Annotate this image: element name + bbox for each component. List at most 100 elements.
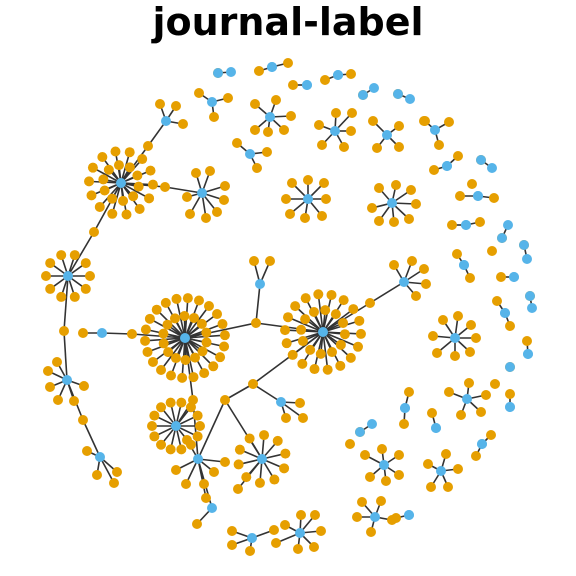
leaf-node — [112, 467, 122, 477]
leaf-node — [212, 309, 223, 320]
hub-node — [379, 460, 389, 470]
leaf-node — [280, 520, 290, 530]
graph-edge — [197, 399, 226, 460]
node-layer — [41, 58, 537, 556]
leaf-node — [201, 327, 212, 338]
leaf-node — [254, 477, 265, 488]
leaf-node — [285, 209, 295, 219]
leaf-node — [259, 430, 270, 441]
leaf-node — [233, 484, 243, 494]
leaf-node — [522, 336, 532, 346]
graph-edge — [184, 337, 194, 401]
hub-node — [276, 397, 286, 407]
leaf-node — [338, 295, 349, 306]
leaf-node — [476, 407, 486, 417]
hub-node — [267, 62, 277, 72]
leaf-node — [178, 119, 188, 129]
leaf-node — [456, 410, 466, 420]
leaf-node — [145, 165, 156, 176]
leaf-node — [367, 203, 377, 213]
leaf-node — [426, 482, 436, 492]
hub-node — [399, 277, 409, 287]
leaf-node — [124, 162, 135, 173]
leaf-node — [444, 387, 454, 397]
leaf-node — [411, 291, 421, 301]
leaf-node — [234, 444, 245, 455]
leaf-node — [171, 465, 181, 475]
leaf-node — [269, 474, 280, 485]
leaf-node — [309, 364, 320, 375]
leaf-node — [132, 170, 143, 181]
hub-node — [180, 333, 190, 343]
graph-edge — [252, 383, 282, 403]
leaf-node — [89, 227, 99, 237]
graph-edge — [92, 166, 122, 184]
leaf-node — [300, 213, 310, 223]
hub-node — [255, 279, 265, 289]
leaf-node — [355, 328, 366, 339]
leaf-node — [196, 318, 207, 329]
leaf-node — [423, 459, 433, 469]
leaf-node — [201, 213, 211, 223]
hub-node — [171, 421, 181, 431]
graph-edge — [63, 330, 68, 381]
leaf-node — [368, 116, 378, 126]
leaf-node — [354, 315, 365, 326]
leaf-node — [353, 341, 364, 352]
hub-node — [519, 240, 529, 250]
leaf-node — [169, 313, 180, 324]
hub-node — [500, 308, 510, 318]
leaf-node — [147, 421, 157, 431]
leaf-node — [199, 479, 209, 489]
leaf-node — [419, 116, 429, 126]
leaf-node — [41, 271, 51, 281]
leaf-node — [203, 300, 214, 311]
leaf-node — [140, 324, 151, 335]
leaf-node — [317, 211, 327, 221]
graph-edge — [120, 145, 149, 184]
leaf-node — [69, 250, 80, 261]
hub-node — [247, 533, 257, 543]
leaf-node — [314, 120, 324, 130]
leaf-node — [452, 249, 462, 259]
hub-node — [355, 427, 365, 437]
leaf-node — [406, 185, 416, 195]
hub-node — [213, 68, 223, 78]
leaf-node — [219, 330, 230, 341]
leaf-node — [103, 164, 114, 175]
hub-node — [462, 394, 472, 404]
hub-node — [302, 80, 312, 90]
leaf-node — [197, 346, 208, 357]
hub-node — [442, 161, 452, 171]
leaf-node — [465, 347, 475, 357]
leaf-node — [107, 193, 118, 204]
leaf-node — [339, 142, 349, 152]
leaf-node — [421, 279, 431, 289]
hub-node — [505, 402, 515, 412]
graph-edge — [184, 322, 257, 339]
leaf-node — [281, 413, 291, 423]
hub-node — [63, 271, 73, 281]
leaf-node — [193, 295, 204, 306]
hub-node — [400, 403, 410, 413]
leaf-node — [444, 117, 454, 127]
leaf-node — [176, 397, 187, 408]
hub-node — [487, 163, 497, 173]
leaf-node — [87, 162, 98, 173]
leaf-node — [269, 525, 279, 535]
graph-edge — [131, 333, 186, 339]
leaf-node — [296, 324, 307, 335]
leaf-node — [465, 273, 475, 283]
leaf-node — [251, 318, 261, 328]
leaf-node — [394, 121, 404, 131]
hub-node — [382, 130, 392, 140]
leaf-node — [453, 311, 463, 321]
leaf-node — [308, 306, 319, 317]
graph-edge — [67, 231, 95, 277]
leaf-node — [279, 125, 289, 135]
leaf-node — [192, 519, 202, 529]
hub-node — [97, 328, 107, 338]
hub-node — [369, 83, 379, 93]
leaf-node — [377, 444, 387, 454]
leaf-node — [404, 214, 414, 224]
